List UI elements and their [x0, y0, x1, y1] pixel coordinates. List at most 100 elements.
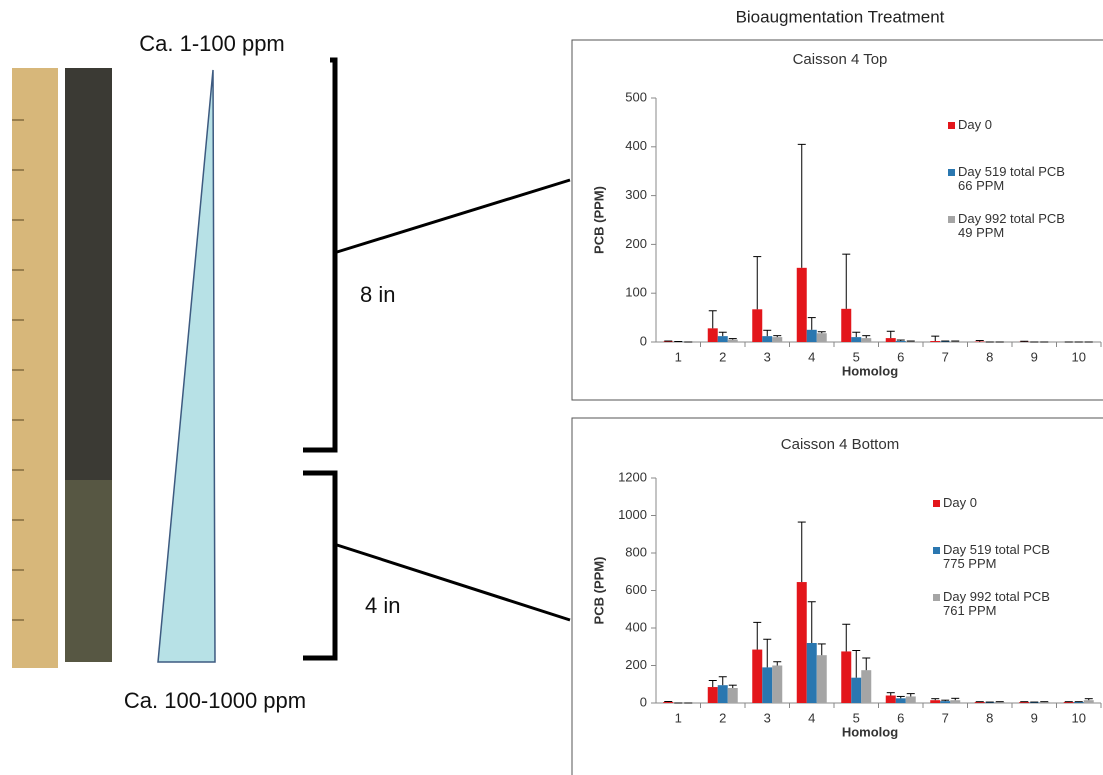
bar [816, 333, 827, 342]
legend-label: Day 0 [958, 117, 992, 132]
bar [861, 338, 872, 342]
y-tick-label: 500 [625, 89, 647, 104]
bar [772, 337, 783, 342]
legend-label: Day 0 [943, 495, 977, 510]
x-tick-label: 7 [942, 710, 949, 725]
y-tick-label: 200 [625, 657, 647, 672]
bar [727, 688, 738, 703]
bar [930, 700, 941, 703]
connector [336, 178, 571, 254]
bar [772, 665, 783, 703]
x-tick-label: 9 [1031, 349, 1038, 364]
connector [336, 543, 571, 622]
bar [806, 329, 817, 342]
depth-label: 8 in [360, 282, 395, 307]
ruler [12, 68, 58, 668]
bar [717, 336, 728, 342]
x-tick-label: 1 [675, 349, 682, 364]
y-tick-label: 0 [640, 333, 647, 348]
legend-swatch [933, 594, 940, 601]
bar [885, 695, 896, 703]
bar [1029, 702, 1040, 703]
x-tick-label: 2 [719, 710, 726, 725]
x-tick-label: 2 [719, 349, 726, 364]
x-tick-label: 3 [764, 710, 771, 725]
y-tick-label: 200 [625, 236, 647, 251]
bar [950, 700, 961, 703]
x-tick-label: 5 [853, 710, 860, 725]
legend-swatch [948, 216, 955, 223]
bar [1073, 702, 1084, 703]
bar [1039, 702, 1050, 703]
bar [796, 582, 807, 703]
x-tick-label: 6 [897, 710, 904, 725]
y-tick-label: 800 [625, 544, 647, 559]
legend-entry: Day 519 total PCB 775 PPM [933, 543, 1083, 571]
bar [762, 336, 773, 342]
legend-swatch [948, 169, 955, 176]
top-label: Ca. 1-100 ppm [139, 31, 285, 56]
x-tick-label: 8 [986, 349, 993, 364]
legend-entry: Day 0 [933, 496, 1083, 510]
bar [762, 667, 773, 703]
bar [841, 308, 852, 342]
y-tick-label: 1000 [618, 507, 647, 522]
figure-title: Bioaugmentation Treatment [736, 7, 945, 26]
bar [727, 339, 738, 342]
y-tick-label: 400 [625, 138, 647, 153]
ruler-ticks [12, 119, 24, 621]
y-axis-label: PCB (PPM) [591, 557, 606, 625]
core-lower [65, 480, 112, 662]
bar [806, 643, 817, 703]
y-tick-label: 0 [640, 694, 647, 709]
legend-entry: Day 992 total PCB 761 PPM [933, 590, 1083, 618]
bar [841, 651, 852, 703]
legend-entry: Day 992 total PCB 49 PPM [948, 212, 1098, 240]
x-tick-label: 6 [897, 349, 904, 364]
legend-entry: Day 0 [948, 118, 1098, 132]
x-axis-label: Homolog [842, 724, 898, 739]
chart-title: Caisson 4 Top [793, 51, 888, 68]
bar [940, 701, 951, 703]
bar [994, 702, 1005, 703]
x-tick-label: 5 [853, 349, 860, 364]
x-tick-label: 10 [1072, 349, 1086, 364]
chart-title: Caisson 4 Bottom [781, 436, 899, 453]
y-tick-label: 400 [625, 619, 647, 634]
x-axis-label: Homolog [842, 363, 898, 378]
legend-swatch [933, 500, 940, 507]
bar [984, 702, 995, 703]
bar [717, 685, 728, 703]
depth-label: 4 in [365, 593, 400, 618]
bar [895, 698, 906, 703]
x-tick-label: 10 [1072, 710, 1086, 725]
bar [974, 702, 985, 703]
legend-label: Day 519 total PCB 66 PPM [958, 164, 1065, 193]
bar [707, 687, 718, 703]
concentration-wedge [157, 69, 216, 663]
chart-frame [571, 39, 1103, 401]
legend-swatch [948, 122, 955, 129]
bar [851, 337, 862, 342]
bar [663, 702, 674, 703]
bar [707, 328, 718, 342]
bar [885, 338, 896, 342]
bar [1063, 702, 1074, 703]
legend-swatch [933, 547, 940, 554]
y-tick-label: 300 [625, 187, 647, 202]
bar [1083, 700, 1094, 703]
bar [816, 655, 827, 703]
bar [895, 341, 906, 342]
bar [796, 267, 807, 342]
x-tick-label: 7 [942, 349, 949, 364]
y-tick-label: 100 [625, 285, 647, 300]
y-tick-label: 600 [625, 582, 647, 597]
bar [752, 309, 763, 342]
x-tick-label: 4 [808, 710, 815, 725]
y-axis-label: PCB (PPM) [591, 186, 606, 254]
bar [930, 341, 941, 342]
bar [861, 670, 872, 703]
legend-label: Day 992 total PCB 761 PPM [943, 589, 1050, 618]
x-tick-label: 9 [1031, 710, 1038, 725]
